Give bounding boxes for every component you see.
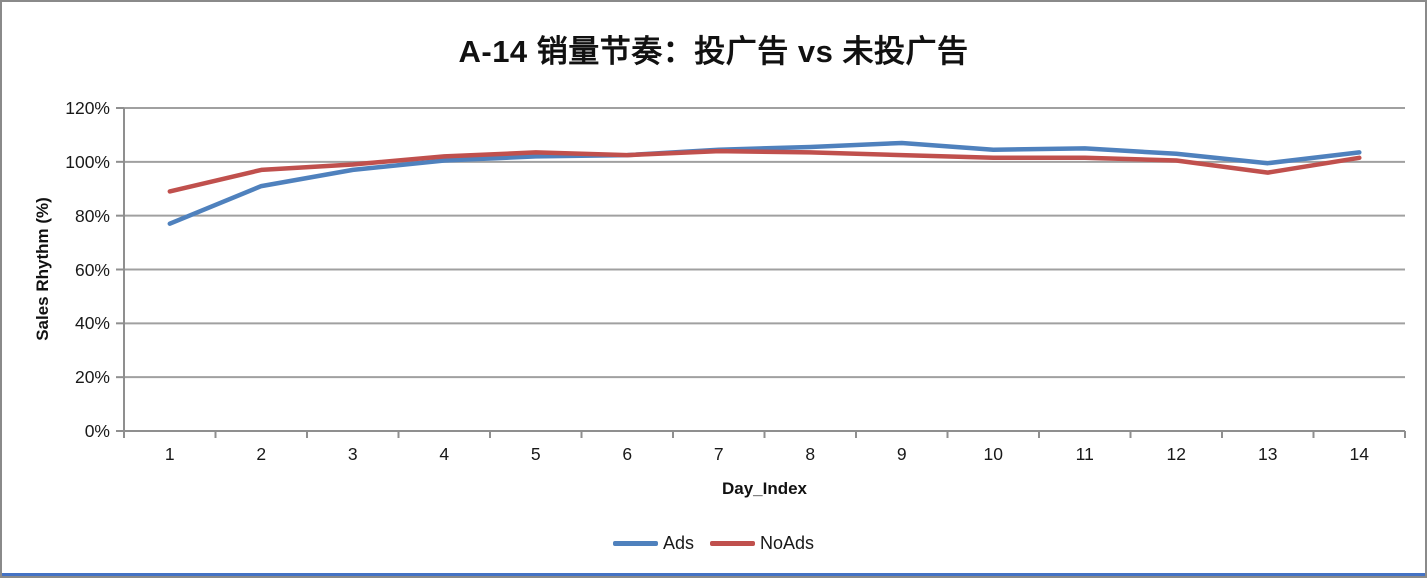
- x-tick-label-7: 7: [713, 444, 724, 464]
- x-tick-label-13: 13: [1258, 444, 1278, 464]
- ads-line-series: [167, 140, 1362, 226]
- x-tick-label-3: 3: [347, 444, 358, 464]
- x-tick-label-10: 10: [983, 444, 1003, 464]
- bottom-window-edge: [2, 573, 1425, 576]
- legend-label-ads: Ads: [662, 533, 694, 553]
- y-tick-label-120%: 120%: [65, 98, 110, 118]
- y-tick-label-80%: 80%: [74, 205, 110, 226]
- x-tick-label-8: 8: [805, 444, 816, 464]
- x-tick-label-9: 9: [896, 444, 907, 464]
- x-tick-label-12: 12: [1166, 444, 1186, 464]
- x-tick-label-5: 5: [530, 444, 541, 464]
- y-tick-label-100%: 100%: [65, 151, 110, 172]
- y-tick-label-60%: 60%: [74, 259, 110, 280]
- x-tick-label-2: 2: [256, 444, 267, 464]
- legend-item-ads: Ads: [612, 533, 694, 554]
- x-tick-label-6: 6: [622, 444, 633, 464]
- x-tick-label-11: 11: [1075, 444, 1094, 464]
- noads-line-series: [167, 148, 1362, 194]
- x-tick-label-14: 14: [1349, 444, 1369, 464]
- x-axis-title: Day_Index: [721, 479, 808, 498]
- chart-title: A-14 销量节奏：投广告 vs 未投广告: [458, 34, 969, 69]
- ads-line-swatch-icon: [612, 541, 658, 546]
- x-tick-label-4: 4: [439, 444, 450, 464]
- legend-label-noads: NoAds: [760, 533, 815, 553]
- legend: Ads NoAds: [2, 533, 1425, 554]
- legend-item-noads: NoAds: [710, 533, 814, 554]
- y-tick-label-40%: 40%: [74, 313, 110, 334]
- x-tick-label-1: 1: [164, 444, 175, 464]
- y-tick-label-0%: 0%: [84, 421, 110, 441]
- noads-line-swatch-icon: [710, 541, 755, 546]
- y-tick-label-20%: 20%: [74, 367, 110, 388]
